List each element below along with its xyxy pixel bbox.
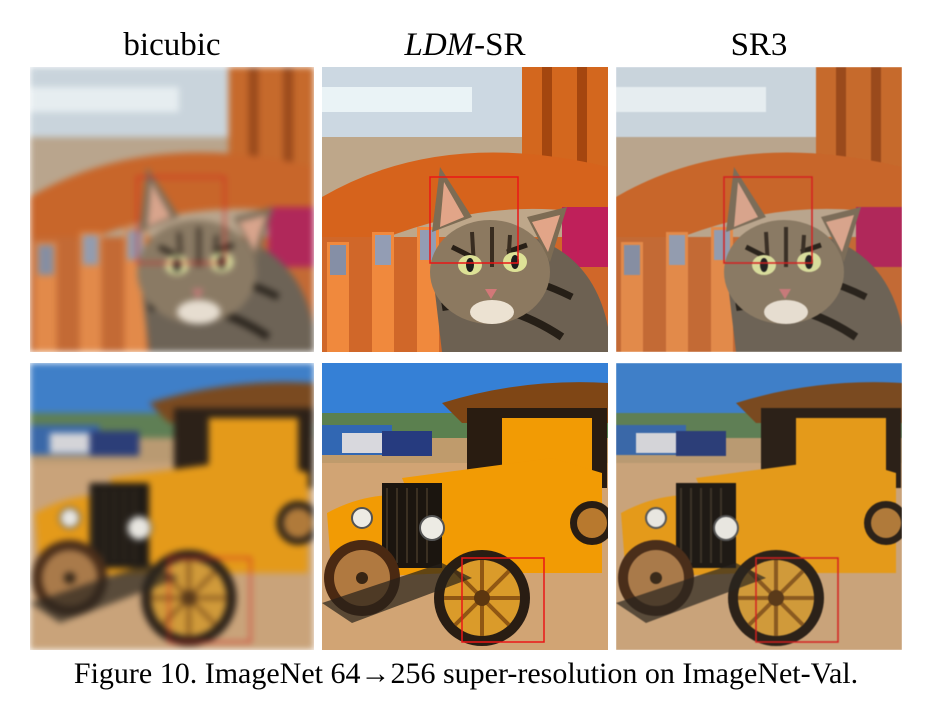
car-image-bicubic (30, 363, 314, 650)
car-image-sr3 (616, 363, 902, 650)
cat-image-ldm-sr (322, 67, 608, 352)
cat-image-bicubic (30, 67, 314, 352)
figure-caption: Figure 10. ImageNet 64→256 super-resolut… (73, 657, 859, 690)
column-header-sr3: SR3 (730, 27, 788, 63)
column-header-ldm-italic: LDM (404, 27, 475, 63)
cat-image-sr3 (616, 67, 902, 352)
column-header-bicubic: bicubic (123, 27, 221, 63)
column-header-ldm-sr: LDM-SR (322, 20, 608, 70)
car-image-ldm-sr (322, 363, 608, 650)
column-header-ldm-suffix: -SR (474, 27, 526, 63)
